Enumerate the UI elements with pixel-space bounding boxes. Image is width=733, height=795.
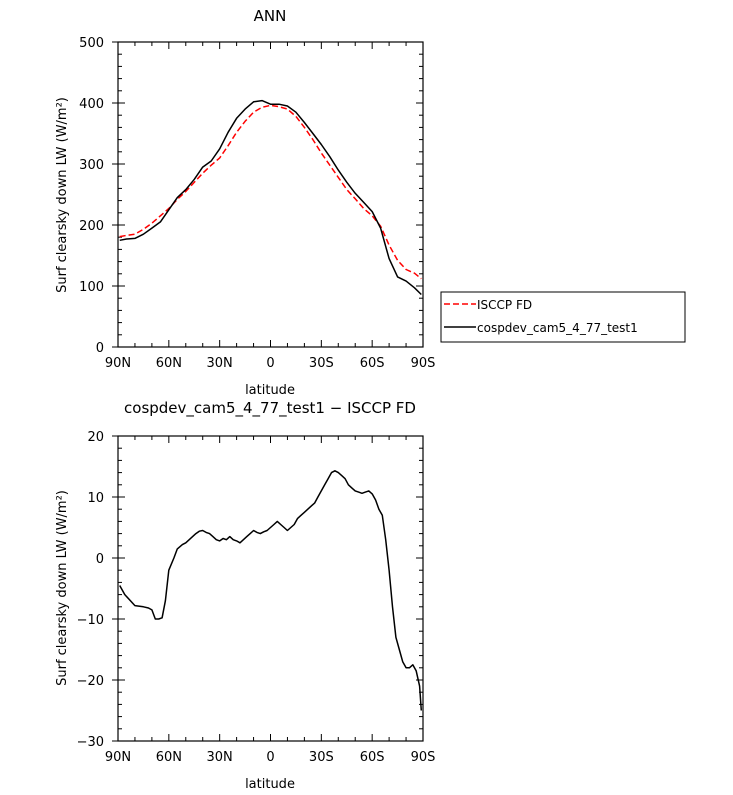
- top-chart: ANN 90N 60N 30N 0 30S 60S 90S0100200300400500 …: [55, 7, 686, 398]
- top-y-tick-label: 200: [79, 219, 104, 234]
- top-series-line-1: [119, 99, 422, 296]
- bottom-y-tick-label: 20: [87, 430, 104, 445]
- bottom-chart: cospdev_cam5_4_77_test1 − ISCCP FD 90N 60…: [55, 399, 435, 792]
- top-y-tick-label: 100: [79, 280, 104, 295]
- top-series-line-0: [119, 104, 422, 280]
- bottom-x-tick-label: 60N: [156, 750, 182, 765]
- bottom-x-tick-label: 30N: [207, 750, 233, 765]
- top-x-tick-label: 30S: [309, 356, 334, 371]
- bottom-chart-title: cospdev_cam5_4_77_test1 − ISCCP FD: [124, 399, 416, 418]
- top-series-lines: [119, 99, 422, 296]
- top-chart-title: ANN: [254, 7, 287, 25]
- top-x-tick-label: 90S: [411, 356, 436, 371]
- top-x-tick-label: 0: [266, 356, 274, 371]
- bottom-axis-ticks: 90N 60N 30N 0 30S 60S 90S −30 −20 −10 0 10 20: [77, 430, 436, 765]
- bottom-x-tick-label: 90N: [105, 750, 131, 765]
- bottom-x-axis-label: latitude: [245, 777, 295, 792]
- bottom-x-tick-label: 60S: [360, 750, 385, 765]
- top-x-tick-label: 90N: [105, 356, 131, 371]
- top-legend: ISCCP FD cospdev_cam5_4_77_test1: [440, 291, 686, 343]
- top-plot-frame: [117, 41, 424, 348]
- top-x-axis-label: latitude: [245, 383, 295, 398]
- bottom-x-tick-label: 90S: [411, 750, 436, 765]
- top-y-tick-label: 300: [79, 158, 104, 173]
- bottom-series-line-0: [119, 470, 423, 711]
- top-y-tick-label: 400: [79, 97, 104, 112]
- bottom-x-tick-label: 30S: [309, 750, 334, 765]
- bottom-y-tick-label: −30: [77, 735, 104, 750]
- bottom-y-axis-label: Surf clearsky down LW (W/m²): [55, 490, 70, 686]
- top-y-axis-label: Surf clearsky down LW (W/m²): [55, 97, 70, 293]
- legend-box: [440, 291, 686, 343]
- legend-label-model: cospdev_cam5_4_77_test1: [477, 321, 638, 335]
- top-x-tick-label: 60S: [360, 356, 385, 371]
- bottom-y-tick-label: 10: [87, 491, 104, 506]
- top-x-tick-label: 60N: [156, 356, 182, 371]
- bottom-plot-frame: [117, 435, 424, 742]
- legend-label-isccp: ISCCP FD: [477, 298, 532, 312]
- bottom-x-tick-label: 0: [266, 750, 274, 765]
- bottom-series-lines: [119, 470, 423, 711]
- top-y-tick-label: 0: [96, 341, 104, 356]
- top-axis-ticks: 90N 60N 30N 0 30S 60S 90S 0 100 200 300 400 500: [79, 36, 435, 371]
- bottom-y-tick-label: 0: [96, 552, 104, 567]
- bottom-y-tick-label: −20: [77, 674, 104, 689]
- bottom-y-tick-label: −10: [77, 613, 104, 628]
- top-x-tick-label: 30N: [207, 356, 233, 371]
- top-y-tick-label: 500: [79, 36, 104, 51]
